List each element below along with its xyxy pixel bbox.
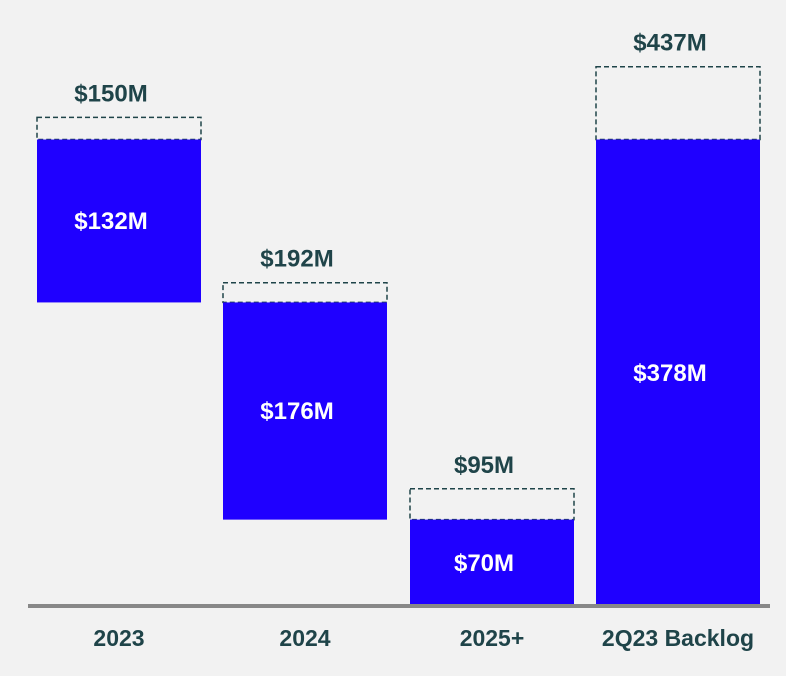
bars-layer [36,65,761,606]
bar-2025 [410,519,574,606]
value-label-outer-2024: $192M [260,246,333,273]
labels-layer: $132M $150M $176M $192M $70M $95M $378M $437M [74,30,706,577]
value-label-inner-2023: $132M [74,208,147,235]
x-axis-ticks: 2023 2024 2025+ 2Q23 Backlog [93,625,754,651]
tick-label-2025-plus: 2025+ [460,625,525,651]
tick-label-2024: 2024 [279,625,330,651]
value-label-outer-2023: $150M [74,80,147,107]
bar-2q23-backlog [596,139,760,606]
dashed-range-box-2q23-backlog [595,65,761,141]
value-label-inner-2024: $176M [260,398,333,425]
value-label-outer-2q23-backlog: $437M [633,30,706,57]
bar-2024 [223,302,387,520]
dashed-range-box-2025 [409,488,575,521]
tick-label-2023: 2023 [93,625,144,651]
value-label-inner-2q23-backlog: $378M [633,360,706,387]
value-label-inner-2025: $70M [454,550,514,577]
dashed-range-box-2024 [222,281,388,304]
dashed-range-box-2023 [36,116,202,141]
value-label-outer-2025: $95M [454,452,514,479]
bar-2023 [37,139,201,303]
tick-label-backlog: 2Q23 Backlog [602,625,754,651]
